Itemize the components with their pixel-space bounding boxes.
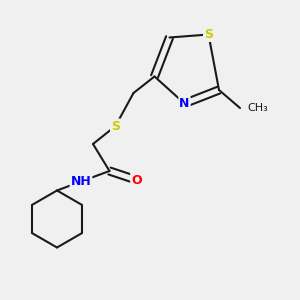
Text: CH₃: CH₃ [248, 103, 268, 113]
Text: S: S [111, 119, 120, 133]
Text: N: N [179, 97, 190, 110]
Text: O: O [131, 173, 142, 187]
Text: NH: NH [70, 175, 92, 188]
Text: S: S [204, 28, 213, 41]
